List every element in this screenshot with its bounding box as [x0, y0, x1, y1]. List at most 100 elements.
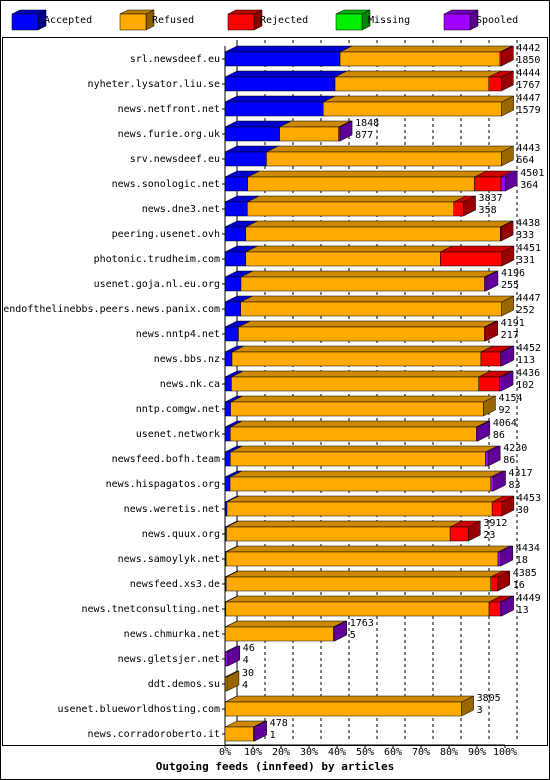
bar — [334, 76, 490, 92]
total-label: 4230 — [503, 443, 527, 454]
count-label: 16 — [513, 580, 525, 591]
x-tick-label: 60% — [384, 747, 402, 758]
bar — [323, 101, 502, 117]
y-tick-label: srv.newsdeef.eu — [130, 154, 220, 165]
bar — [245, 251, 441, 267]
bar-side — [485, 270, 499, 292]
bar-side — [477, 420, 491, 442]
bar-top — [240, 295, 514, 303]
bar — [224, 476, 231, 492]
bar — [491, 501, 503, 517]
legend-swatch — [227, 13, 255, 31]
bar — [224, 151, 267, 167]
bar — [224, 426, 231, 442]
y-tick-label: peering.usenet.ovh — [112, 229, 220, 240]
bar — [224, 326, 239, 342]
bar-top — [230, 420, 489, 428]
bar-side — [505, 170, 518, 192]
count-label: 3 — [477, 705, 483, 716]
bar — [245, 226, 501, 242]
y-tick-label: news.chmurka.net — [124, 629, 220, 640]
count-label: 252 — [517, 305, 535, 316]
bar-side — [468, 520, 481, 542]
total-label: 4449 — [517, 593, 541, 604]
bar — [224, 451, 231, 467]
bar-side — [497, 570, 510, 592]
count-label: 1767 — [516, 80, 540, 91]
total-label: 4436 — [516, 368, 540, 379]
bar-side — [485, 320, 498, 342]
x-tick-label: 100% — [493, 747, 517, 758]
bar — [240, 301, 502, 317]
y-tick-label: news.hispagatos.org — [106, 479, 220, 490]
y-tick-label: news.corradoroberto.it — [88, 729, 220, 740]
y-tick-label: nyheter.lysator.liu.se — [88, 79, 220, 90]
count-label: 331 — [517, 255, 535, 266]
bar-side — [501, 145, 514, 167]
count-label: 255 — [501, 280, 519, 291]
total-label: 3805 — [477, 693, 501, 704]
total-label: 4443 — [516, 143, 540, 154]
total-label: 4154 — [498, 393, 522, 404]
bar-top — [229, 470, 503, 478]
bar-side — [487, 445, 501, 467]
bar-top — [225, 595, 502, 603]
bar-top — [247, 195, 466, 203]
y-tick-label: news.sonologic.net — [112, 179, 220, 190]
total-label: 4438 — [516, 218, 540, 229]
bar — [224, 76, 336, 92]
bar-top — [266, 145, 514, 153]
count-label: 18 — [516, 555, 528, 566]
bar — [224, 301, 241, 317]
bar — [497, 551, 502, 567]
legend-label: Refused — [152, 15, 194, 26]
total-label: 4442 — [516, 43, 540, 54]
total-label: 4447 — [517, 293, 541, 304]
total-label: 3837 — [479, 193, 503, 204]
bar — [225, 601, 490, 617]
bar — [247, 201, 455, 217]
bar-side — [500, 220, 514, 242]
y-tick-label: usenet.blueworldhosting.com — [57, 704, 220, 715]
x-tick-label: 20% — [272, 747, 290, 758]
legend-swatch — [119, 13, 147, 31]
bar-side — [463, 195, 476, 217]
count-label: 1850 — [516, 55, 540, 66]
total-label: 4434 — [516, 543, 540, 554]
bar-top — [231, 370, 491, 378]
bar-side — [461, 695, 474, 717]
bar-top — [231, 345, 494, 353]
bar — [224, 276, 242, 292]
bar — [229, 476, 491, 492]
bar — [230, 401, 484, 417]
count-label: 113 — [517, 355, 535, 366]
legend-swatch — [443, 13, 471, 31]
x-tick-label: 90% — [468, 747, 486, 758]
bar — [224, 726, 254, 742]
count-label: 30 — [517, 505, 529, 516]
bar-side — [339, 120, 353, 142]
legend-label: Spooled — [476, 15, 518, 26]
y-tick-label: usenet.goja.nl.eu.org — [94, 279, 220, 290]
count-label: 217 — [501, 330, 519, 341]
x-tick-label: 70% — [412, 747, 430, 758]
count-label: 877 — [355, 130, 373, 141]
bar-side — [227, 645, 241, 667]
bar-side — [254, 720, 267, 742]
count-label: 86 — [503, 455, 515, 466]
bar — [247, 176, 475, 192]
x-tick-label: 10% — [244, 747, 262, 758]
bar-side — [501, 495, 515, 517]
bar-top — [224, 95, 336, 103]
bar — [224, 126, 280, 142]
y-tick-label: news.weretis.net — [124, 504, 220, 515]
bar-top — [323, 95, 514, 103]
bar-top — [238, 320, 497, 328]
x-tick-label: 0% — [219, 747, 231, 758]
bar — [485, 451, 489, 467]
total-label: 1763 — [350, 618, 374, 629]
bar — [224, 201, 248, 217]
total-label: 1848 — [355, 118, 379, 129]
bar-top — [224, 45, 353, 53]
